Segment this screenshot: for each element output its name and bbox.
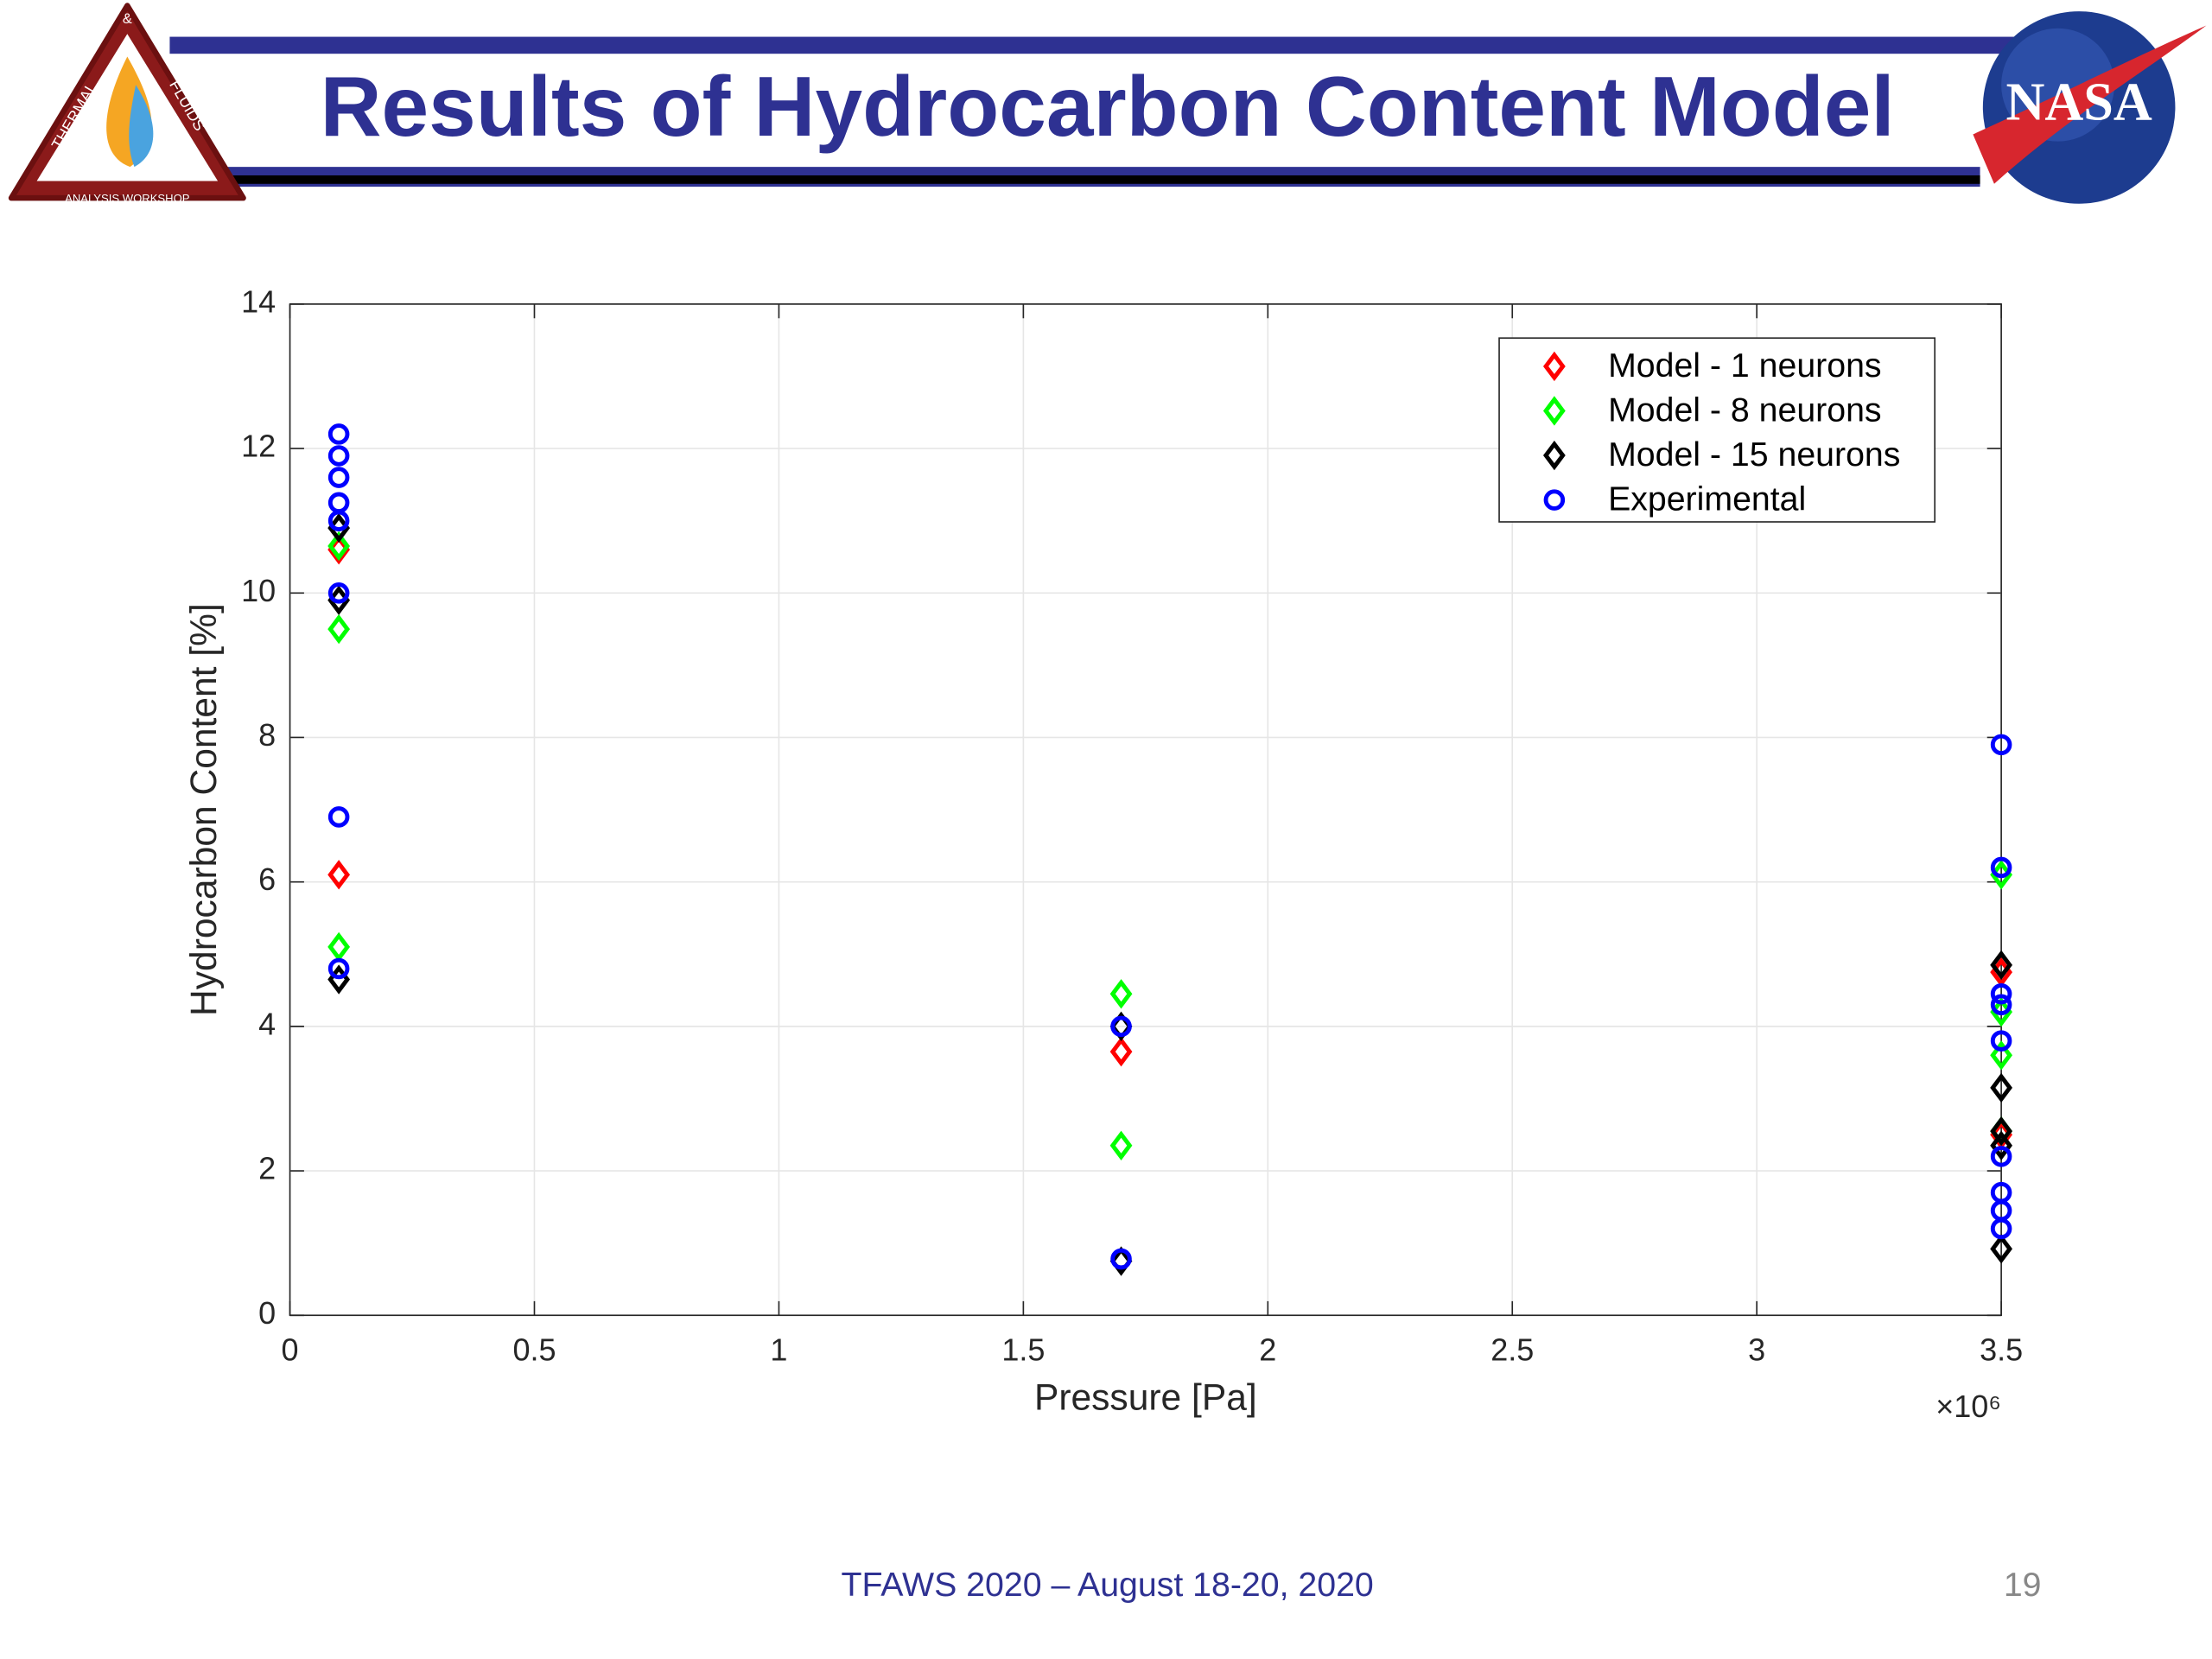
scatter-point	[1990, 1072, 2013, 1103]
legend-label: Model - 1 neurons	[1608, 346, 1881, 385]
y-tick-label: 14	[241, 283, 276, 319]
scatter-point	[327, 534, 351, 565]
scatter-point	[327, 467, 350, 488]
plot-border	[289, 303, 2002, 1317]
scatter-point	[327, 445, 350, 467]
scatter-point	[1990, 1146, 2012, 1167]
scatter-point	[1990, 982, 2012, 1005]
scatter-point	[1990, 1116, 2013, 1147]
y-tick-label: 10	[241, 573, 276, 608]
legend-marker	[1543, 489, 1566, 511]
scatter-point	[1990, 1030, 2012, 1052]
x-tick-label: 0.5	[512, 1332, 556, 1367]
x-tick-label: 3.5	[1980, 1332, 2023, 1367]
x-tick-label: 2	[1259, 1332, 1276, 1367]
scatter-point	[1110, 1015, 1132, 1038]
logo-text: &	[123, 11, 132, 27]
scatter-point	[1109, 979, 1133, 1009]
scatter-point	[1110, 1248, 1132, 1270]
y-tick-label: 0	[258, 1295, 276, 1331]
header-bar	[226, 175, 1980, 184]
legend-marker	[1542, 440, 1566, 471]
scatter-point	[327, 582, 350, 604]
chart: 0 2 4 6 8 10 12 14 0 0.5 1 1.5 2 2.5 3 3.5 Pressure [Pa]…	[183, 283, 2023, 1423]
x-tick-label: 2.5	[1491, 1332, 1534, 1367]
scatter-point	[327, 806, 350, 828]
scatter-point	[327, 531, 351, 562]
tfaws-logo: & THERMAL FLUIDS ANALYSIS WORKSHOP	[8, 3, 246, 205]
y-tick-label: 4	[258, 1006, 276, 1041]
scatter-point	[327, 957, 350, 980]
scatter-point	[1990, 1130, 2013, 1160]
x-axis-label: Pressure [Pa]	[1034, 1377, 1257, 1419]
scatter-point	[1990, 1217, 2012, 1240]
x-tick-label: 0	[282, 1332, 299, 1367]
page-number: 19	[2004, 1566, 2042, 1604]
x-tick-label: 3	[1748, 1332, 1765, 1367]
y-tick-label: 8	[258, 717, 276, 753]
scatter-point	[1990, 856, 2012, 879]
nasa-logo: NASA	[1973, 11, 2207, 204]
scatter-point	[327, 860, 351, 890]
scatter-point	[1990, 994, 2012, 1016]
legend-label: Model - 15 neurons	[1608, 435, 1900, 474]
legend-marker	[1542, 396, 1566, 426]
scatter-point	[1990, 1234, 2013, 1264]
scatter-point	[1990, 734, 2012, 756]
scatter-point	[327, 613, 351, 645]
header-bar	[169, 36, 2051, 54]
y-tick-label: 12	[241, 429, 276, 464]
scatter-point	[1109, 1246, 1133, 1276]
logo-text: NASA	[2005, 73, 2152, 132]
scatter-point	[1109, 1036, 1133, 1067]
logo-text: ANALYSIS WORKSHOP	[65, 192, 190, 205]
legend-label: Model - 8 neurons	[1608, 391, 1881, 429]
legend-marker	[1542, 351, 1566, 382]
x-tick-label: 1	[770, 1332, 787, 1367]
slide-title: Results of Hydrocarbon Content Model	[321, 59, 1895, 154]
y-axis-label: Hydrocarbon Content [%]	[183, 603, 225, 1016]
x-tick-label: 1.5	[1001, 1332, 1045, 1367]
scatter-point	[327, 510, 350, 531]
legend-box	[1498, 337, 1936, 523]
x-exponent-label: ×10⁶	[1936, 1389, 2001, 1424]
scatter-point	[1990, 950, 2013, 981]
scatter-point	[327, 423, 350, 445]
scatter-point	[1109, 1130, 1133, 1160]
legend-label: Experimental	[1608, 480, 1806, 518]
y-tick-label: 2	[258, 1151, 276, 1186]
footer: TFAWS 2020 – August 18-20, 2020	[841, 1566, 1373, 1604]
scatter-point	[1990, 1040, 2013, 1071]
y-tick-label: 6	[258, 861, 276, 897]
